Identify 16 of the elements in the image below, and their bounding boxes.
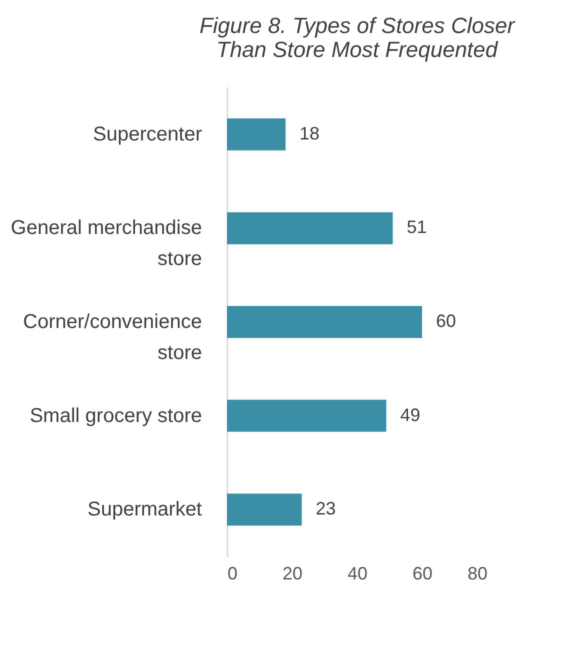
y-tick-label: Supercenter <box>93 123 202 146</box>
y-tick-label: Corner/convenience store <box>23 311 202 364</box>
x-tick-label: 40 <box>347 564 368 584</box>
data-label: 23 <box>316 498 336 519</box>
data-label: 18 <box>300 123 320 144</box>
x-tick-label: 20 <box>282 564 303 584</box>
x-tick-label: 0 <box>228 564 238 584</box>
data-label: 51 <box>406 217 427 238</box>
chart-title: Figure 8. Types of Stores Closer Than Store Most Frequented <box>199 13 516 62</box>
y-tick-label: Supermarket <box>88 498 202 521</box>
y-tick-label: Small grocery store <box>30 404 202 427</box>
data-label: 49 <box>400 404 420 425</box>
x-tick-label: 60 <box>412 564 433 584</box>
data-label: 60 <box>436 311 456 331</box>
x-tick-label: 80 <box>467 564 488 584</box>
y-tick-label: General merchandise store <box>10 217 202 270</box>
